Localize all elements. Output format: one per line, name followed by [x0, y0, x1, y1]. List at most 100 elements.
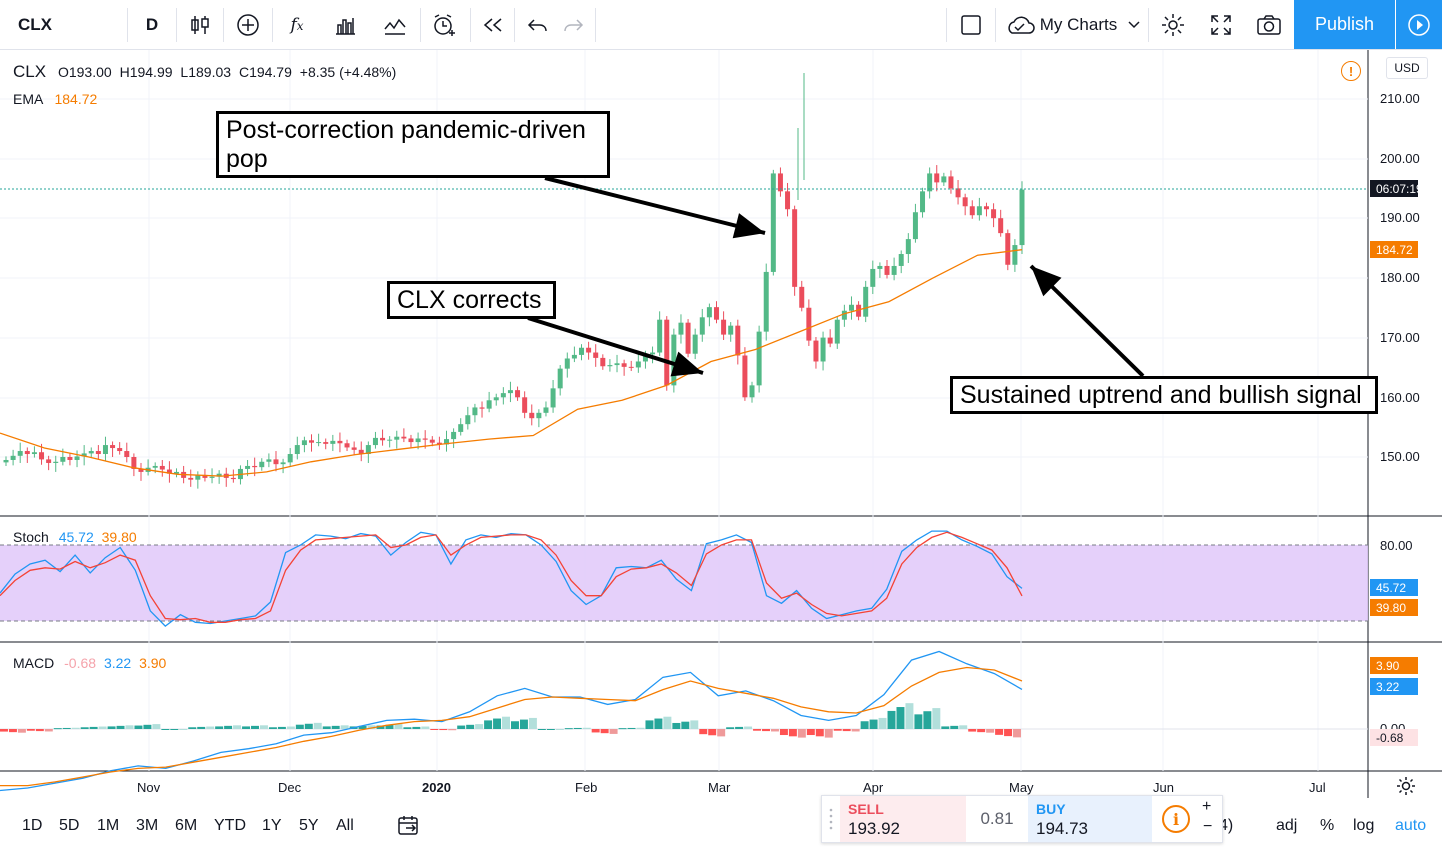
sell-button[interactable]: SELL 193.92	[840, 796, 966, 842]
macd-histogram-bar	[322, 726, 331, 729]
macd-histogram-bar	[277, 726, 286, 729]
macd-histogram-bar	[304, 723, 313, 729]
candle-body	[394, 436, 400, 440]
percent-toggle[interactable]: %	[1320, 817, 1335, 834]
annotation-pop[interactable]: Post-correction pandemic-driven pop	[216, 111, 610, 178]
candle-body	[344, 443, 350, 448]
candle-body	[905, 239, 911, 255]
macd-histogram-bar	[762, 729, 770, 732]
macd-histogram-bar	[8, 729, 17, 733]
snapshot-button[interactable]	[1250, 0, 1288, 50]
layout-square-button[interactable]	[952, 0, 990, 50]
my-charts-button[interactable]: My Charts	[1000, 0, 1145, 50]
macd-histogram-bar	[690, 720, 699, 729]
warning-icon[interactable]: !	[1341, 61, 1361, 81]
macd-histogram-bar	[645, 720, 654, 729]
log-toggle[interactable]: log	[1353, 817, 1375, 834]
candle-body	[998, 218, 1004, 234]
macd-histogram-bar	[403, 727, 412, 729]
candle-body	[522, 397, 528, 413]
x-tick: Nov	[137, 780, 161, 795]
legend-symbol: CLX	[13, 62, 47, 81]
alert-button[interactable]	[426, 0, 464, 50]
macd-histogram-bar	[699, 729, 708, 735]
macd-histogram-bar	[1013, 729, 1021, 738]
ema-value: 184.72	[54, 91, 98, 107]
macd-histogram-bar	[717, 729, 726, 737]
macd-histogram-bar	[412, 726, 421, 729]
replay-button[interactable]	[476, 0, 510, 50]
axis-settings-button[interactable]	[1396, 776, 1416, 801]
settings-button[interactable]	[1154, 0, 1192, 50]
annotation-corrects[interactable]: CLX corrects	[387, 281, 556, 319]
macd-histogram-bar	[788, 729, 797, 737]
auto-toggle[interactable]: auto	[1395, 817, 1427, 834]
legend-open: 193.00	[68, 64, 112, 80]
drag-handle-icon[interactable]	[828, 806, 834, 832]
candle-body	[749, 385, 755, 398]
candles-icon	[191, 16, 209, 34]
legend-low-label: L	[180, 64, 189, 80]
currency-badge[interactable]: USD	[1386, 57, 1428, 79]
indicators-button[interactable]: fx	[278, 0, 316, 50]
range-5y[interactable]: 5Y	[299, 817, 319, 834]
macd-histogram-bar	[107, 726, 116, 729]
publish-button[interactable]: Publish	[1294, 0, 1395, 49]
goto-date-button[interactable]	[397, 814, 421, 841]
candle-body	[877, 265, 883, 269]
fullscreen-button[interactable]	[1202, 0, 1240, 50]
macd-histogram-bar	[152, 724, 161, 729]
macd-histogram-bar	[591, 729, 600, 733]
alarm-clock-icon	[434, 14, 455, 36]
macd-histogram-bar	[466, 724, 475, 729]
chart-type-button[interactable]	[182, 0, 218, 50]
range-1y[interactable]: 1Y	[262, 817, 282, 834]
range-1m[interactable]: 1M	[97, 817, 120, 834]
minus-icon[interactable]: −	[1203, 818, 1213, 835]
stoch-d-tag: 39.80	[1370, 599, 1418, 616]
legend-change: +8.35 (+4.48%)	[299, 64, 397, 80]
range-3m[interactable]: 3M	[136, 817, 159, 834]
macd-hist-tag: -0.68	[1370, 729, 1418, 746]
buy-button[interactable]: BUY 194.73	[1028, 796, 1152, 842]
calendar-arrow-icon	[398, 816, 418, 835]
publish-dropdown-button[interactable]	[1396, 0, 1442, 49]
toolbar-divider	[946, 8, 947, 42]
candle-body	[671, 334, 677, 386]
macd-histogram-bar	[215, 726, 224, 729]
arrow-corrects-head	[670, 351, 703, 377]
macd-histogram-bar	[941, 726, 950, 729]
undo-button[interactable]	[521, 0, 555, 50]
toolbar-divider	[420, 8, 421, 42]
candle-body	[721, 319, 727, 335]
plus-icon[interactable]: +	[1202, 798, 1212, 815]
templates-button[interactable]	[326, 0, 364, 50]
layout-button[interactable]	[376, 0, 414, 50]
range-ytd[interactable]: YTD	[214, 817, 246, 834]
range-1d[interactable]: 1D	[22, 817, 43, 834]
macd-histogram-bar	[475, 724, 484, 729]
interval-label: D	[145, 15, 159, 34]
y-tick: 170.00	[1380, 330, 1420, 345]
candle-body	[266, 459, 272, 462]
interval-button[interactable]: D	[133, 0, 171, 50]
annotation-uptrend[interactable]: Sustained uptrend and bullish signal	[950, 376, 1378, 414]
macd-histogram-bar	[224, 725, 233, 729]
adj-toggle[interactable]: adj	[1276, 817, 1298, 834]
macd-histogram-bar	[161, 729, 170, 730]
candle-body	[17, 451, 23, 456]
compare-button[interactable]	[229, 0, 267, 50]
range-5d[interactable]: 5D	[59, 817, 80, 834]
symbol-search-button[interactable]: CLX	[8, 0, 128, 50]
candle-body	[955, 188, 961, 198]
range-6m[interactable]: 6M	[175, 817, 198, 834]
fx-icon: fx	[290, 15, 304, 35]
redo-button[interactable]	[556, 0, 590, 50]
range-all[interactable]: All	[336, 817, 354, 834]
candle-body	[777, 173, 783, 192]
info-icon[interactable]: i	[1162, 805, 1190, 833]
candle-body	[635, 361, 641, 368]
macd-histogram-bar	[484, 720, 493, 729]
macd-histogram-bar	[636, 727, 645, 729]
